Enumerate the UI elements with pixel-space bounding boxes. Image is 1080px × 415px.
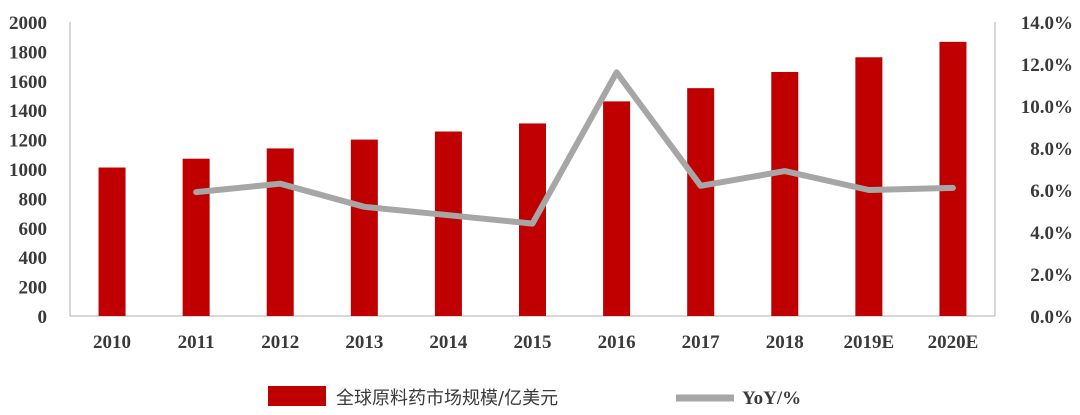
x-tick-label: 2011 [178, 332, 215, 353]
bar [603, 101, 631, 316]
x-tick-label: 2010 [93, 332, 131, 353]
left-tick-label: 600 [19, 219, 48, 240]
left-tick-label: 2000 [9, 13, 47, 34]
left-tick-label: 1200 [9, 131, 47, 152]
right-tick-label: 14.0% [1021, 13, 1073, 34]
right-tick-label: 4.0% [1030, 223, 1073, 244]
right-tick-label: 10.0% [1021, 97, 1073, 118]
x-tick-label: 2015 [514, 332, 552, 353]
x-tick-label: 2014 [429, 332, 468, 353]
left-tick-label: 0 [38, 307, 48, 328]
left-tick-label: 400 [19, 248, 48, 269]
x-axis-ticks: 2010 2011 2012 2013 2014 2015 2016 2017 2018 2019… [93, 332, 978, 353]
legend-line-label: YoY/% [742, 388, 801, 409]
legend-bar-swatch [268, 386, 326, 406]
x-tick-label: 2019E [844, 332, 895, 353]
left-tick-label: 1400 [9, 101, 47, 122]
left-tick-label: 1800 [9, 42, 47, 63]
bar [266, 148, 294, 316]
bar [771, 71, 799, 316]
bar [687, 88, 715, 317]
bar [939, 41, 967, 316]
right-tick-label: 0.0% [1030, 307, 1073, 328]
legend: 全球原料药市场规模/亿美元 YoY/% [268, 386, 801, 409]
x-tick-label: 2013 [345, 332, 383, 353]
bar [434, 131, 462, 316]
yoy-line [193, 69, 956, 227]
bar [182, 158, 210, 316]
x-tick-label: 2017 [682, 332, 721, 353]
x-tick-label: 2020E [928, 332, 979, 353]
x-tick-label: 2018 [766, 332, 804, 353]
x-tick-label: 2016 [598, 332, 636, 353]
left-tick-label: 1600 [9, 72, 47, 93]
left-axis-ticks: 0 200 400 600 800 1000 1200 1400 1600 1800 2000 [9, 13, 47, 328]
left-tick-label: 200 [19, 278, 48, 299]
right-tick-label: 8.0% [1030, 139, 1073, 160]
left-tick-label: 800 [19, 189, 48, 210]
bar [98, 167, 126, 316]
right-tick-label: 2.0% [1030, 265, 1073, 286]
right-axis-ticks: 0.0% 2.0% 4.0% 6.0% 8.0% 10.0% 12.0% 14.0% [1021, 13, 1073, 328]
bar [350, 139, 378, 316]
right-tick-label: 12.0% [1021, 55, 1073, 76]
yoy-line-series [193, 69, 956, 227]
right-tick-label: 6.0% [1030, 181, 1073, 202]
left-tick-label: 1000 [9, 160, 47, 181]
bar-series [98, 41, 967, 317]
x-tick-label: 2012 [261, 332, 299, 353]
legend-bar-label: 全球原料药市场规模/亿美元 [336, 388, 558, 409]
